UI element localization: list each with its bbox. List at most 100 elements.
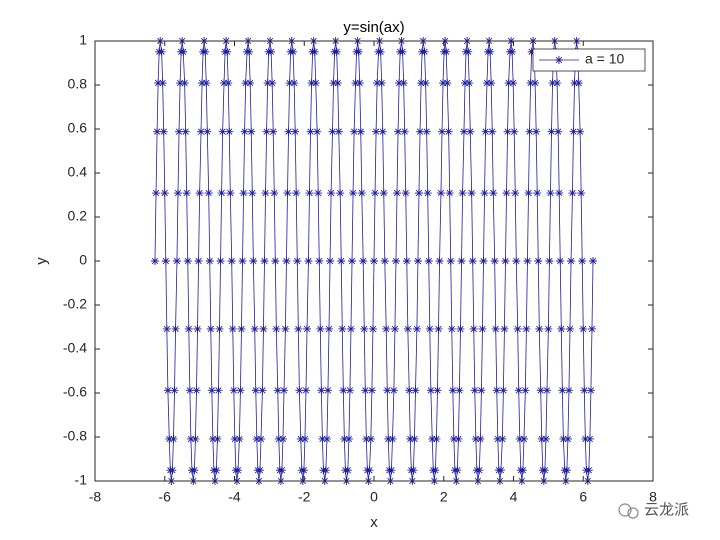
data-point (212, 466, 221, 475)
data-point (489, 189, 498, 198)
data-point (172, 257, 181, 265)
data-point (416, 127, 425, 136)
data-point (533, 189, 542, 198)
data-point (202, 79, 211, 88)
data-point (207, 386, 216, 395)
data-point (192, 386, 201, 395)
data-point (160, 189, 169, 198)
x-tick-label: 6 (579, 489, 587, 505)
data-point (372, 127, 381, 136)
data-point (170, 386, 179, 395)
x-tick-label: -8 (89, 489, 102, 505)
legend-box (532, 48, 646, 72)
data-point (205, 257, 214, 265)
data-point (482, 79, 491, 88)
data-point (424, 257, 433, 265)
data-point (368, 324, 377, 333)
data-point (425, 324, 434, 333)
data-point (289, 47, 298, 56)
data-point (508, 47, 517, 56)
data-point (261, 189, 270, 198)
data-point (328, 127, 337, 136)
data-point (206, 324, 215, 333)
data-point (399, 79, 408, 88)
data-point (536, 386, 545, 395)
data-point (249, 257, 258, 265)
data-point (378, 127, 387, 136)
data-point (321, 466, 330, 475)
y-tick-label: 0.4 (68, 164, 88, 180)
data-point (512, 257, 521, 265)
data-point (154, 79, 163, 88)
data-point (273, 386, 282, 395)
data-point (310, 47, 319, 56)
data-point (259, 324, 268, 333)
chart-title: y=sin(ax) (343, 19, 404, 36)
data-point (568, 189, 577, 198)
data-point (523, 257, 532, 265)
data-point (291, 127, 300, 136)
data-point (238, 257, 247, 265)
data-point (313, 127, 322, 136)
data-point (423, 189, 432, 198)
data-point (153, 127, 162, 136)
data-point (436, 189, 445, 198)
data-point (409, 466, 418, 475)
data-point (303, 324, 312, 333)
data-point (502, 189, 511, 198)
data-point (295, 386, 304, 395)
data-point (422, 127, 431, 136)
data-point (380, 257, 389, 265)
data-point (236, 386, 245, 395)
data-point (548, 79, 557, 88)
data-point (490, 257, 499, 265)
data-point (557, 324, 566, 333)
data-point (227, 257, 236, 265)
data-point (488, 127, 497, 136)
data-point (307, 79, 316, 88)
data-point (432, 434, 441, 443)
data-point (174, 189, 183, 198)
data-point (350, 127, 359, 136)
data-point (201, 47, 210, 56)
data-point (579, 324, 588, 333)
data-point (305, 189, 314, 198)
data-point (393, 189, 402, 198)
data-point (435, 257, 444, 265)
data-point (326, 257, 335, 265)
data-point (240, 127, 249, 136)
data-point (570, 79, 579, 88)
data-point (336, 189, 345, 198)
data-point (547, 127, 556, 136)
data-point (401, 189, 410, 198)
data-point (447, 324, 456, 333)
data-point (421, 79, 430, 88)
data-point (213, 434, 222, 443)
data-point (412, 324, 421, 333)
data-point (195, 189, 204, 198)
data-point (498, 434, 507, 443)
data-point (479, 257, 488, 265)
data-point (504, 79, 513, 88)
data-point (383, 386, 392, 395)
data-point (445, 189, 454, 198)
data-point (522, 324, 531, 333)
data-point (224, 79, 233, 88)
data-point (204, 189, 213, 198)
y-tick-label: 0 (79, 252, 87, 268)
data-point (168, 466, 177, 475)
data-point (569, 127, 578, 136)
data-point (339, 386, 348, 395)
axes-box (94, 40, 654, 482)
y-tick-label: 0.6 (68, 120, 88, 136)
data-point (246, 79, 255, 88)
data-point (299, 466, 308, 475)
data-point (402, 257, 411, 265)
data-point (316, 324, 325, 333)
data-point (150, 257, 159, 265)
data-point (518, 466, 527, 475)
data-point (477, 386, 486, 395)
data-point (406, 434, 415, 443)
data-point (526, 79, 535, 88)
